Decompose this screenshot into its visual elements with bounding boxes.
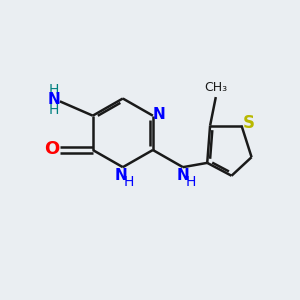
Text: CH₃: CH₃ [204,81,227,94]
Text: H: H [124,175,134,189]
Text: H: H [48,83,59,98]
Text: N: N [153,107,166,122]
Text: N: N [177,168,190,183]
Text: H: H [48,103,59,117]
Text: N: N [47,92,60,107]
Text: H: H [186,175,196,189]
Text: N: N [115,168,128,183]
Text: S: S [243,114,255,132]
Text: O: O [44,140,59,158]
